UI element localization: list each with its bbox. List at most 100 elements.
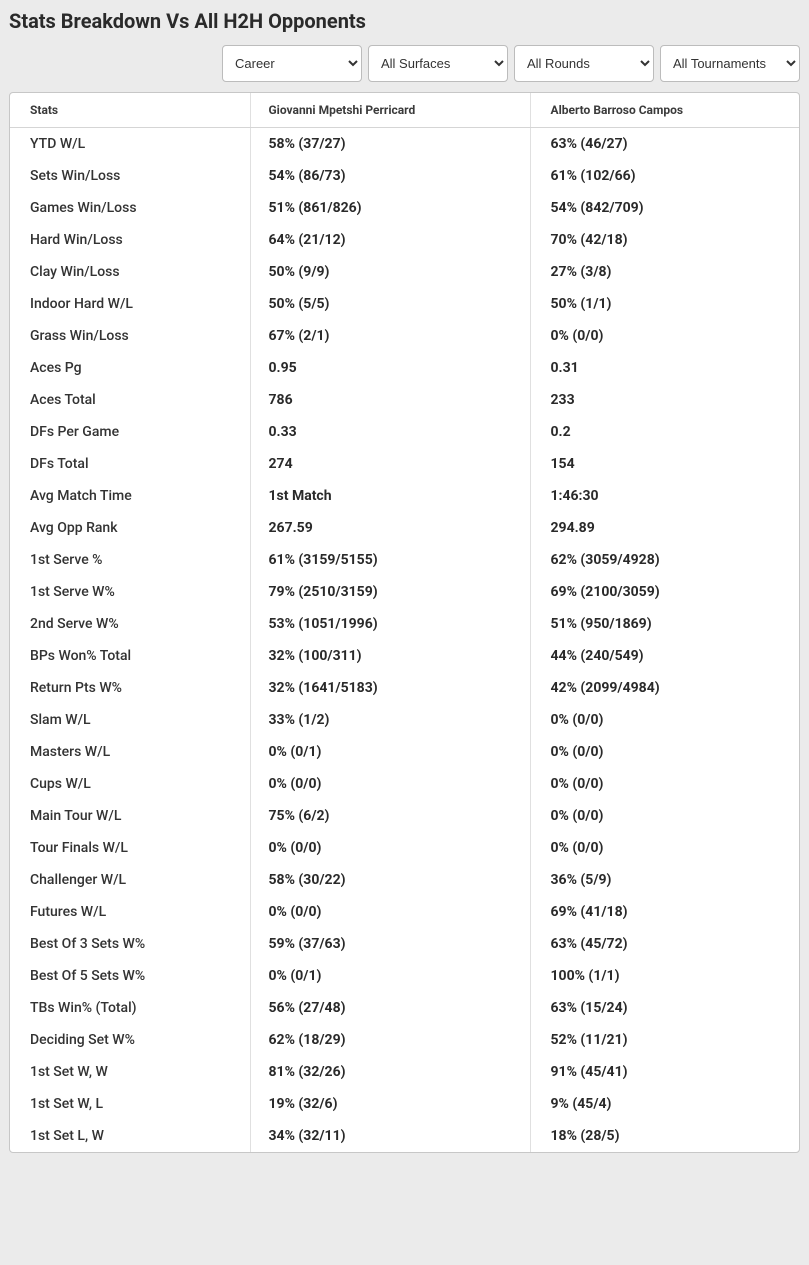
stat-label: Tour Finals W/L [10,832,250,864]
filter-row: Career All Surfaces All Rounds All Tourn… [9,45,800,82]
table-row: Sets Win/Loss54% (86/73)61% (102/66) [10,160,799,192]
stat-value-player2: 52% (11/21) [530,1024,799,1056]
stat-value-player2: 63% (46/27) [530,128,799,161]
stat-value-player1: 0% (0/1) [250,736,530,768]
stat-label: Sets Win/Loss [10,160,250,192]
stat-value-player1: 33% (1/2) [250,704,530,736]
stat-value-player2: 0.31 [530,352,799,384]
stat-value-player1: 0% (0/0) [250,832,530,864]
stat-value-player1: 53% (1051/1996) [250,608,530,640]
stat-label: Main Tour W/L [10,800,250,832]
stat-value-player1: 0.33 [250,416,530,448]
stat-value-player2: 0.2 [530,416,799,448]
stat-value-player1: 58% (37/27) [250,128,530,161]
table-row: 1st Set W, L19% (32/6)9% (45/4) [10,1088,799,1120]
stat-label: Avg Opp Rank [10,512,250,544]
stat-value-player1: 267.59 [250,512,530,544]
col-header-player1: Giovanni Mpetshi Perricard [250,93,530,128]
table-row: Aces Pg0.950.31 [10,352,799,384]
stat-value-player2: 0% (0/0) [530,832,799,864]
stat-label: Avg Match Time [10,480,250,512]
table-row: 1st Set W, W81% (32/26)91% (45/41) [10,1056,799,1088]
table-row: Aces Total786233 [10,384,799,416]
stat-value-player1: 32% (1641/5183) [250,672,530,704]
stat-value-player1: 79% (2510/3159) [250,576,530,608]
stat-label: Futures W/L [10,896,250,928]
table-row: Games Win/Loss51% (861/826)54% (842/709) [10,192,799,224]
table-row: Clay Win/Loss50% (9/9)27% (3/8) [10,256,799,288]
filter-tournaments[interactable]: All Tournaments [660,45,800,82]
stat-label: 1st Set W, W [10,1056,250,1088]
stat-label: Challenger W/L [10,864,250,896]
stat-label: Best Of 3 Sets W% [10,928,250,960]
stat-value-player1: 58% (30/22) [250,864,530,896]
page-title: Stats Breakdown Vs All H2H Opponents [9,9,800,33]
stat-value-player1: 274 [250,448,530,480]
stat-label: DFs Total [10,448,250,480]
stat-value-player2: 1:46:30 [530,480,799,512]
table-row: Avg Match Time1st Match1:46:30 [10,480,799,512]
stat-label: Aces Pg [10,352,250,384]
table-row: Indoor Hard W/L50% (5/5)50% (1/1) [10,288,799,320]
stat-label: Indoor Hard W/L [10,288,250,320]
col-header-stats: Stats [10,93,250,128]
stat-label: YTD W/L [10,128,250,161]
stat-value-player2: 62% (3059/4928) [530,544,799,576]
stat-label: 1st Set W, L [10,1088,250,1120]
filter-rounds[interactable]: All Rounds [514,45,654,82]
stat-label: 1st Serve W% [10,576,250,608]
stat-label: 2nd Serve W% [10,608,250,640]
stat-value-player1: 1st Match [250,480,530,512]
stat-value-player2: 154 [530,448,799,480]
stat-value-player1: 34% (32/11) [250,1120,530,1152]
table-row: Deciding Set W%62% (18/29)52% (11/21) [10,1024,799,1056]
table-row: Futures W/L0% (0/0)69% (41/18) [10,896,799,928]
table-row: Grass Win/Loss67% (2/1)0% (0/0) [10,320,799,352]
table-row: Avg Opp Rank267.59294.89 [10,512,799,544]
stat-label: Best Of 5 Sets W% [10,960,250,992]
table-row: 1st Set L, W34% (32/11)18% (28/5) [10,1120,799,1152]
stat-value-player2: 42% (2099/4984) [530,672,799,704]
stat-value-player1: 62% (18/29) [250,1024,530,1056]
table-row: 1st Serve %61% (3159/5155)62% (3059/4928… [10,544,799,576]
stat-value-player1: 64% (21/12) [250,224,530,256]
table-row: Masters W/L0% (0/1)0% (0/0) [10,736,799,768]
table-row: Challenger W/L58% (30/22)36% (5/9) [10,864,799,896]
stat-value-player1: 67% (2/1) [250,320,530,352]
stat-value-player1: 50% (9/9) [250,256,530,288]
table-row: Hard Win/Loss64% (21/12)70% (42/18) [10,224,799,256]
stat-value-player2: 27% (3/8) [530,256,799,288]
table-row: Best Of 5 Sets W%0% (0/1)100% (1/1) [10,960,799,992]
stat-value-player1: 56% (27/48) [250,992,530,1024]
stat-label: Aces Total [10,384,250,416]
filter-career[interactable]: Career [222,45,362,82]
stat-label: Return Pts W% [10,672,250,704]
stat-label: TBs Win% (Total) [10,992,250,1024]
table-row: Tour Finals W/L0% (0/0)0% (0/0) [10,832,799,864]
table-row: Cups W/L0% (0/0)0% (0/0) [10,768,799,800]
table-row: TBs Win% (Total)56% (27/48)63% (15/24) [10,992,799,1024]
table-row: Main Tour W/L75% (6/2)0% (0/0) [10,800,799,832]
stat-value-player2: 70% (42/18) [530,224,799,256]
stat-value-player2: 36% (5/9) [530,864,799,896]
stats-card: Stats Giovanni Mpetshi Perricard Alberto… [9,92,800,1153]
stat-value-player1: 50% (5/5) [250,288,530,320]
stat-value-player2: 69% (41/18) [530,896,799,928]
stat-value-player1: 81% (32/26) [250,1056,530,1088]
stat-value-player1: 75% (6/2) [250,800,530,832]
stat-value-player2: 9% (45/4) [530,1088,799,1120]
stat-value-player2: 63% (15/24) [530,992,799,1024]
stat-value-player1: 786 [250,384,530,416]
table-row: DFs Per Game0.330.2 [10,416,799,448]
table-row: 1st Serve W%79% (2510/3159)69% (2100/305… [10,576,799,608]
stat-value-player2: 0% (0/0) [530,320,799,352]
stat-value-player2: 44% (240/549) [530,640,799,672]
table-row: Return Pts W%32% (1641/5183)42% (2099/49… [10,672,799,704]
stat-label: Games Win/Loss [10,192,250,224]
stat-value-player2: 0% (0/0) [530,736,799,768]
stat-label: 1st Serve % [10,544,250,576]
stat-label: Deciding Set W% [10,1024,250,1056]
filter-surfaces[interactable]: All Surfaces [368,45,508,82]
stat-value-player2: 233 [530,384,799,416]
stat-value-player2: 61% (102/66) [530,160,799,192]
